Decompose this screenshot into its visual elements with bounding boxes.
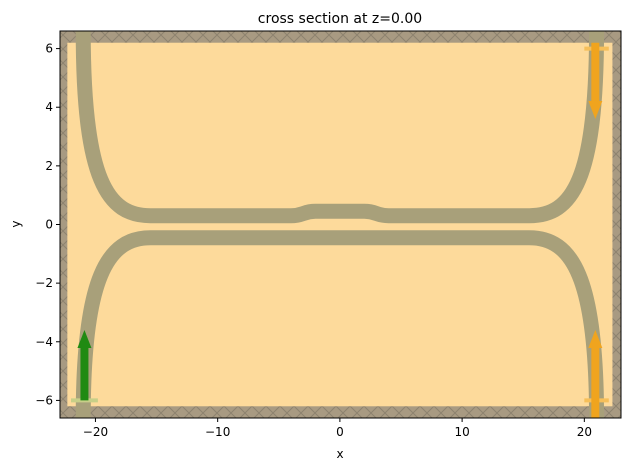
chart-title: cross section at z=0.00 — [258, 11, 422, 27]
waveguide-upper — [75, 31, 605, 224]
monitor-arrow-1-head — [588, 100, 603, 119]
waveguide-lower — [75, 230, 605, 418]
y-tick-label: 4 — [45, 100, 53, 114]
x-tick-label: 20 — [577, 425, 592, 439]
y-tick-label: −6 — [35, 393, 53, 407]
x-tick-label: 10 — [454, 425, 469, 439]
x-axis-label: x — [336, 447, 343, 461]
y-tick-label: 2 — [45, 159, 53, 173]
monitor-arrow-2-head — [588, 330, 603, 349]
y-tick-label: −2 — [35, 276, 53, 290]
y-tick-label: 6 — [45, 42, 53, 56]
y-tick-label: 0 — [45, 218, 53, 232]
waveguides — [75, 31, 605, 418]
x-tick-label: −20 — [83, 425, 108, 439]
x-axis-ticks: −20 −10 0 10 20 — [83, 418, 592, 439]
y-tick-label: −4 — [35, 335, 53, 349]
plot-area — [60, 31, 621, 418]
y-axis-ticks: −6 −4 −2 0 2 4 6 — [35, 42, 60, 407]
simulation-region — [67, 42, 613, 407]
y-axis-label: y — [9, 220, 23, 227]
source-arrow-head — [77, 330, 92, 349]
x-tick-label: 0 — [336, 425, 344, 439]
arrows — [77, 42, 603, 418]
x-tick-label: −10 — [205, 425, 230, 439]
